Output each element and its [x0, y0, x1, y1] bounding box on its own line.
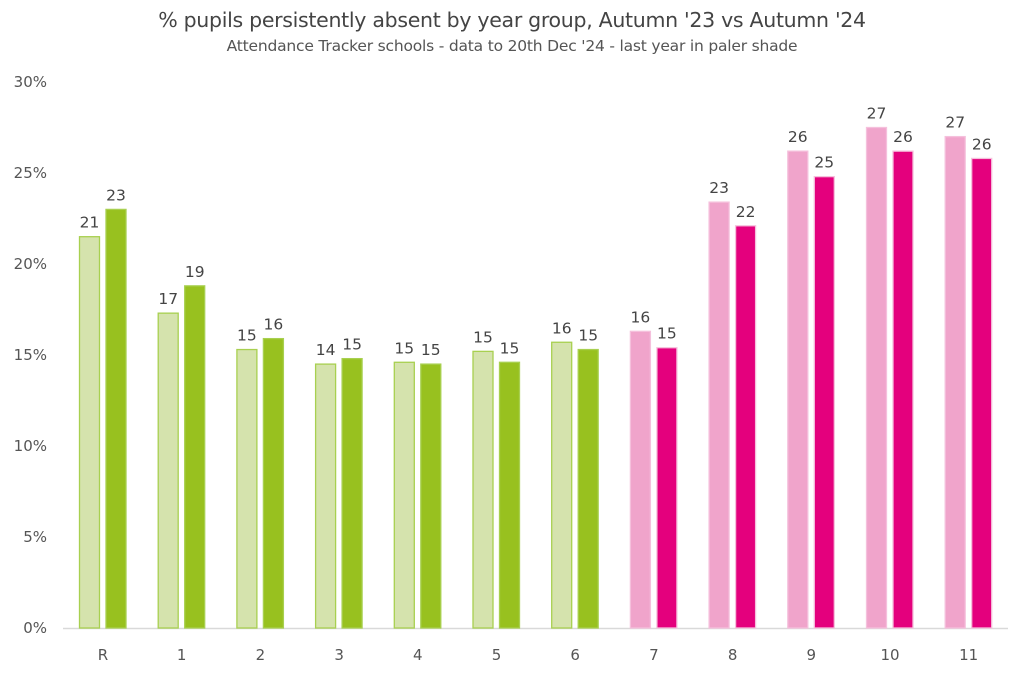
bar-autumn-24-10: [892, 150, 914, 629]
data-label: 15: [473, 328, 493, 346]
bar-autumn-24-2: [262, 337, 285, 629]
y-tick-label: 20%: [14, 255, 47, 273]
y-tick-label: 25%: [14, 164, 47, 182]
x-tick-label: R: [98, 646, 108, 664]
y-tick-label: 0%: [23, 619, 47, 637]
data-label: 19: [185, 263, 205, 281]
data-labels: 21 17 15 14 15 15 16 16 23 26 27 27 23 19 16 15 15 15 15 15…: [80, 105, 992, 360]
bar-autumn-23-1: [157, 312, 179, 629]
data-label: 22: [736, 203, 756, 221]
data-label: 15: [342, 336, 362, 354]
bar-autumn-23-3: [314, 363, 337, 629]
data-label: 15: [237, 327, 257, 345]
data-label: 14: [316, 341, 336, 359]
data-label: 16: [264, 316, 284, 334]
x-tick-label: 2: [256, 646, 266, 664]
chart-subtitle: Attendance Tracker schools - data to 20t…: [226, 37, 798, 55]
bar-autumn-24-11: [971, 157, 993, 629]
data-label: 25: [814, 154, 834, 172]
bar-autumn-23-5: [472, 350, 494, 629]
data-label: 23: [106, 186, 126, 204]
bar-autumn-24-4: [420, 363, 442, 629]
y-tick-label: 15%: [14, 346, 47, 364]
x-tick-label: 10: [880, 646, 899, 664]
x-tick-label: 9: [807, 646, 817, 664]
y-tick-label: 5%: [23, 528, 47, 546]
bars: [78, 126, 993, 629]
data-label: 15: [657, 325, 677, 343]
y-tick-label: 30%: [14, 73, 47, 91]
bar-autumn-24-3: [341, 357, 363, 629]
bar-autumn-23-6: [551, 341, 573, 629]
x-tick-label: 6: [570, 646, 580, 664]
data-label: 27: [945, 114, 965, 132]
data-label: 26: [788, 128, 808, 146]
bar-autumn-24-7: [656, 347, 678, 629]
data-label: 16: [631, 308, 651, 326]
bar-autumn-23-7: [629, 330, 652, 629]
bar-autumn-24-5: [498, 361, 521, 629]
chart-title: % pupils persistently absent by year gro…: [158, 8, 866, 32]
bar-autumn-24-1: [184, 285, 206, 629]
bar-autumn-23-11: [944, 135, 966, 629]
data-label: 26: [972, 135, 992, 153]
bar-autumn-24-6: [577, 348, 599, 629]
data-label: 27: [867, 105, 887, 123]
data-label: 17: [158, 290, 178, 308]
x-tick-label: 4: [413, 646, 423, 664]
x-axis: R 1 2 3 4 5 6 7 8 9 10 11: [98, 646, 978, 664]
data-label: 23: [709, 179, 729, 197]
bar-autumn-23-R: [78, 236, 101, 629]
x-tick-label: 8: [728, 646, 738, 664]
x-tick-label: 1: [177, 646, 187, 664]
x-tick-label: 3: [334, 646, 344, 664]
x-tick-label: 11: [959, 646, 978, 664]
data-label: 15: [394, 339, 414, 357]
bar-autumn-23-9: [787, 150, 809, 629]
data-label: 16: [552, 319, 572, 337]
bar-autumn-23-2: [236, 348, 258, 629]
y-tick-label: 10%: [14, 437, 47, 455]
data-label: 15: [578, 327, 598, 345]
y-axis: 0% 5% 10% 15% 20% 25% 30%: [14, 73, 47, 637]
bar-autumn-24-R: [105, 208, 127, 629]
data-label: 15: [500, 339, 520, 357]
bar-autumn-24-8: [734, 225, 757, 629]
data-label: 21: [80, 214, 100, 232]
data-label: 26: [893, 128, 913, 146]
bar-autumn-24-9: [813, 175, 835, 629]
bar-autumn-23-4: [393, 361, 415, 629]
bar-autumn-23-10: [865, 126, 888, 629]
bar-autumn-23-8: [708, 201, 730, 629]
x-tick-label: 7: [649, 646, 659, 664]
data-label: 15: [421, 341, 441, 359]
x-tick-label: 5: [492, 646, 502, 664]
